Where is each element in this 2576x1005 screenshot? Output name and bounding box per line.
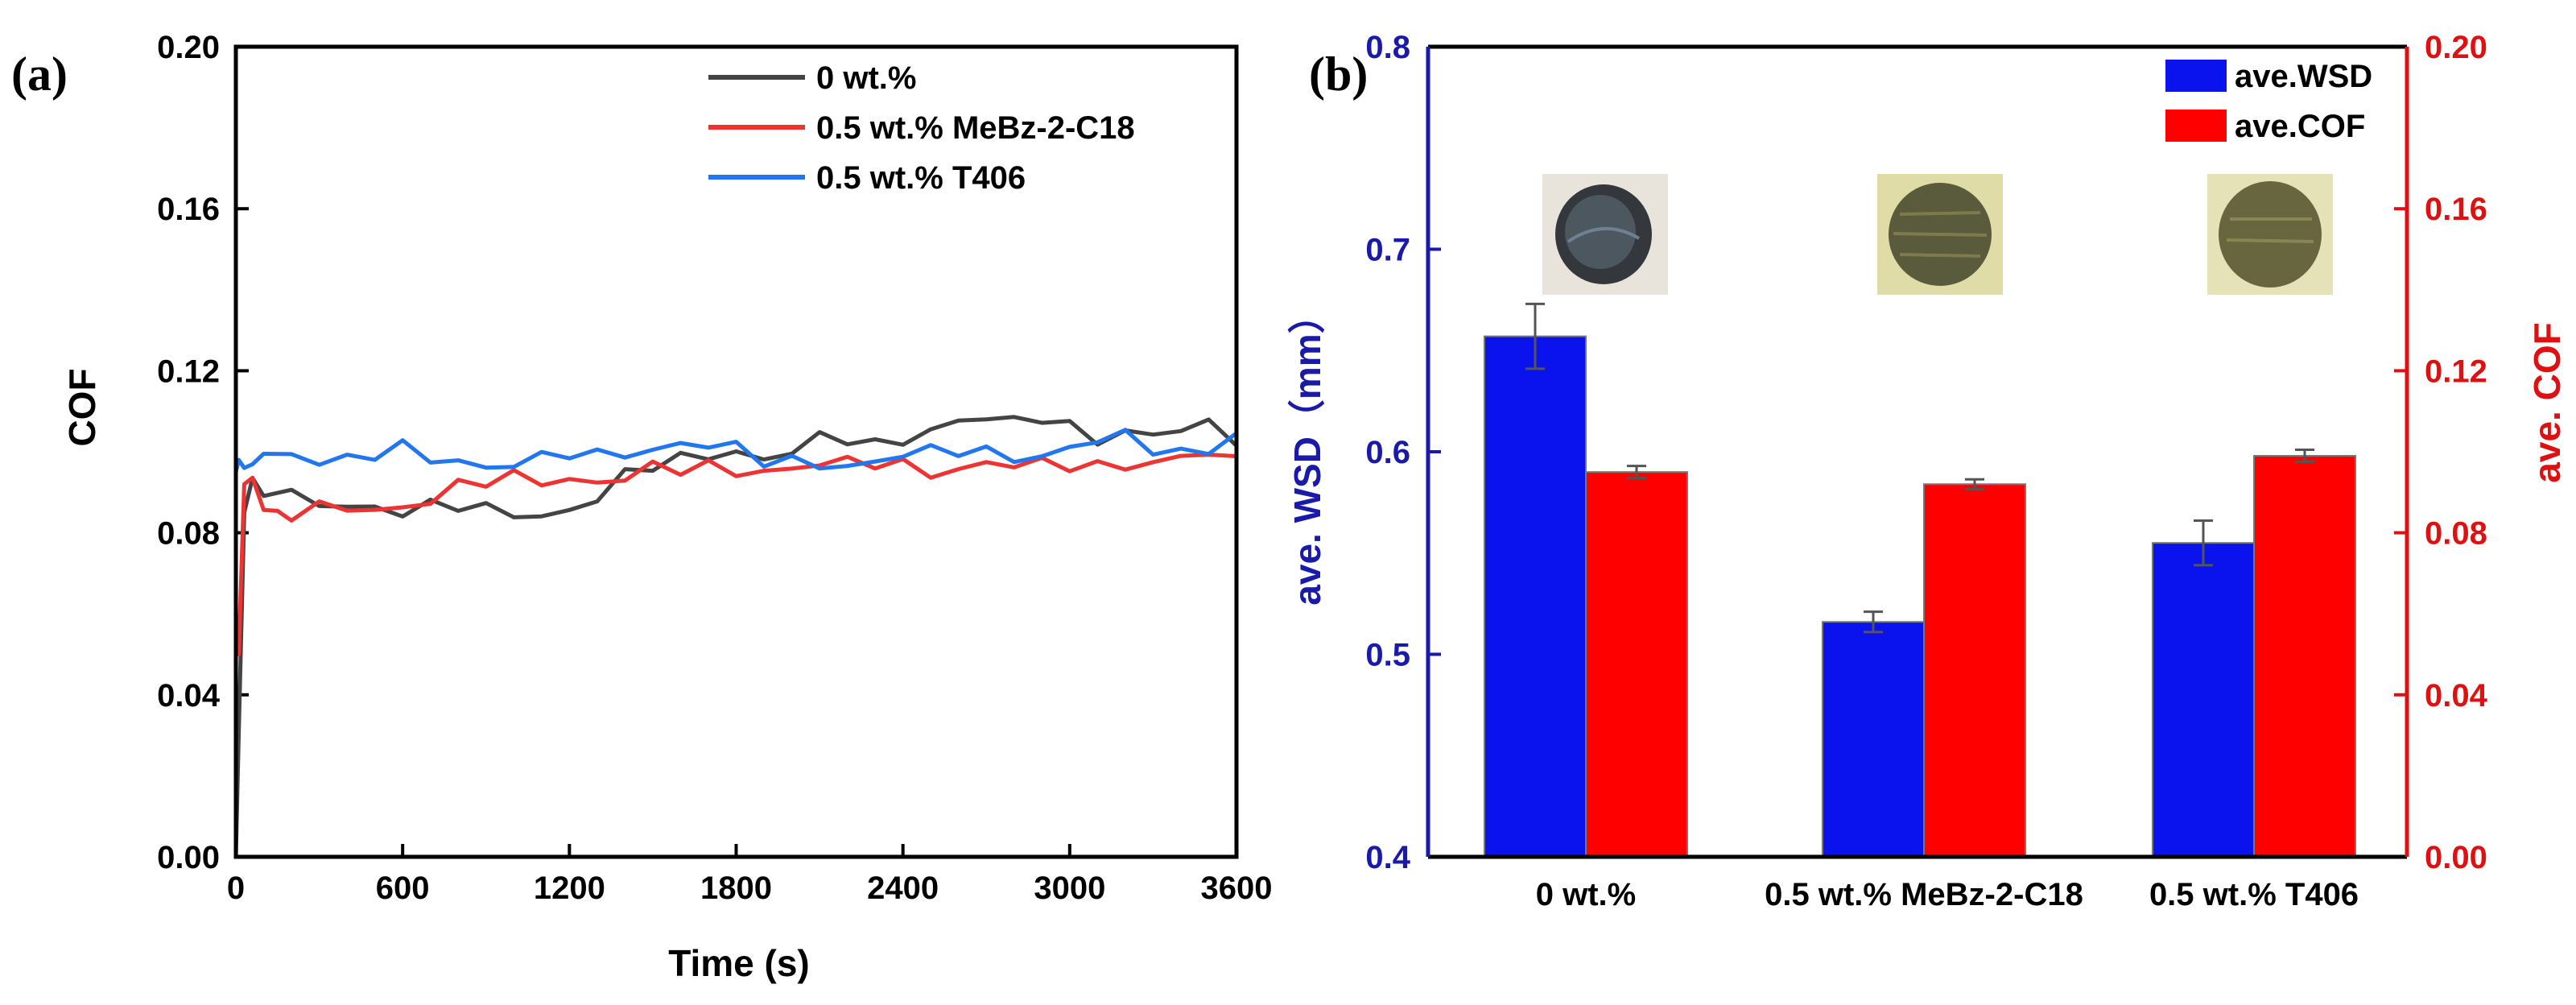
panel-b-category-labels: 0 wt.% 0.5 wt.% MeBz-2-C18 0.5 wt.% T406 [1536, 877, 2359, 912]
panel-a-y-tick-label: 0.00 [157, 840, 220, 875]
panel-b-right-axis-label: ave. COF [2526, 322, 2568, 482]
panel-a-y-tick-label: 0.04 [157, 678, 221, 713]
category-label: 0.5 wt.% T406 [2149, 877, 2359, 912]
panel-a-y-axis-label: COF [61, 368, 103, 446]
panel-b-left-tick-label: 0.5 [1365, 638, 1410, 673]
wear-scar-image-0wt [1542, 174, 1668, 295]
panel-a-x-tick-label: 2400 [867, 871, 939, 906]
panel-a-y-tick-label: 0.12 [157, 354, 220, 389]
bar-wsd-0 [1484, 335, 1587, 858]
bar-wsd-2 [2152, 542, 2255, 858]
bar-wsd-1 [1822, 621, 1925, 858]
wear-scar-image-t406 [2207, 174, 2333, 295]
legend-label: ave.COF [2235, 109, 2365, 144]
panel-b-left-axis-label: ave. WSD（mm） [1286, 296, 1328, 605]
legend-label: ave.WSD [2235, 59, 2372, 94]
panel-a-plot-frame [233, 44, 1239, 859]
panel-b-right-tick-label: 0.16 [2425, 192, 2487, 227]
panel-b-right-tick-label: 0.04 [2425, 678, 2488, 713]
legend-swatch [2165, 110, 2227, 142]
panel-a-y-tick-label: 0.08 [157, 516, 220, 552]
series-line-0wt [233, 415, 1238, 858]
panel-b-right-tick-label: 0.00 [2425, 840, 2487, 875]
panel-b-left-tick-label: 0.4 [1365, 840, 1410, 875]
bar-cof-2 [2253, 455, 2356, 858]
bar-cof-0 [1585, 471, 1688, 858]
series-line-t406 [233, 428, 1238, 473]
panel-a: (a) COF Time (s) 0 600 1200 1800 2400 3000 360… [11, 30, 1272, 984]
panel-a-legend: 0 wt.% 0.5 wt.% MeBz-2-C18 0.5 wt.% T406 [708, 60, 1135, 196]
panel-b-right-tick-label: 0.08 [2425, 516, 2487, 552]
panel-b-left-tick-label: 0.7 [1365, 233, 1410, 268]
panel-a-y-tick-label: 0.16 [157, 192, 220, 227]
panel-b-bars [1484, 302, 2356, 858]
bar-cof-1 [1923, 483, 2026, 858]
legend-label: 0.5 wt.% T406 [816, 160, 1026, 196]
legend-swatch [2165, 60, 2227, 92]
panel-b-left-tick-label: 0.8 [1365, 30, 1410, 65]
panel-a-lines [233, 415, 1238, 858]
panel-a-x-tick-label: 1800 [700, 871, 772, 906]
panel-a-x-tick-label: 1200 [534, 871, 605, 906]
wear-scar-image-mebz [1877, 174, 2003, 295]
panel-b-label: (b) [1309, 48, 1368, 101]
panel-a-x-tick-label: 3600 [1201, 871, 1273, 906]
panel-a-x-tick-label: 3000 [1034, 871, 1105, 906]
panel-a-y-tick-label: 0.20 [157, 30, 220, 65]
category-label: 0 wt.% [1536, 877, 1636, 912]
panel-a-ticks: 0 600 1200 1800 2400 3000 3600 0.00 0.04 0.08 0.12… [157, 30, 1272, 906]
panel-b-left-tick-label: 0.6 [1365, 435, 1410, 470]
panel-b-right-tick-label: 0.20 [2425, 30, 2487, 65]
legend-label: 0.5 wt.% MeBz-2-C18 [816, 110, 1135, 146]
category-label: 0.5 wt.% MeBz-2-C18 [1765, 877, 2083, 912]
panel-a-x-tick-label: 0 [227, 871, 245, 906]
panel-b: (b) ave. WSD（mm） ave. COF 0.40.50.60.70.… [1286, 30, 2568, 912]
series-line-mebz [233, 453, 1237, 656]
panel-a-label: (a) [11, 48, 68, 101]
panel-b-ticks: 0.4 0.5 0.6 0.7 0.8 0.00 0.04 0.08 0.12 0.16 0.20 [1365, 30, 2487, 875]
panel-a-x-axis-label: Time (s) [668, 942, 810, 984]
legend-label: 0 wt.% [816, 60, 916, 96]
panel-b-right-tick-label: 0.12 [2425, 354, 2487, 389]
panel-b-legend: ave.WSD ave.COF [2165, 59, 2372, 144]
panel-a-x-tick-label: 600 [376, 871, 430, 906]
